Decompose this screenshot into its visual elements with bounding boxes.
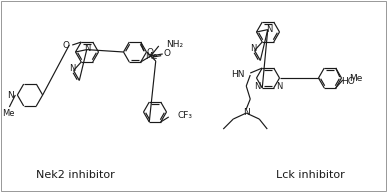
Text: NH₂: NH₂ — [166, 41, 183, 50]
Text: HN: HN — [231, 70, 244, 79]
Text: N: N — [69, 64, 76, 73]
Text: Me: Me — [2, 108, 15, 118]
Text: CF₃: CF₃ — [178, 112, 193, 120]
Text: O: O — [62, 41, 69, 50]
Text: N: N — [243, 108, 250, 117]
Text: O: O — [147, 48, 154, 56]
Text: N: N — [250, 44, 257, 53]
Text: Me: Me — [349, 74, 362, 84]
Text: N: N — [254, 82, 260, 91]
Text: O: O — [163, 50, 170, 58]
Text: Me: Me — [145, 51, 157, 60]
Text: N: N — [85, 44, 91, 53]
Text: Lck inhibitor: Lck inhibitor — [276, 170, 344, 180]
Text: N: N — [276, 82, 282, 91]
Text: N: N — [267, 25, 273, 34]
Text: Nek2 inhibitor: Nek2 inhibitor — [36, 170, 115, 180]
Text: HO: HO — [341, 77, 354, 86]
Text: N: N — [8, 90, 14, 99]
